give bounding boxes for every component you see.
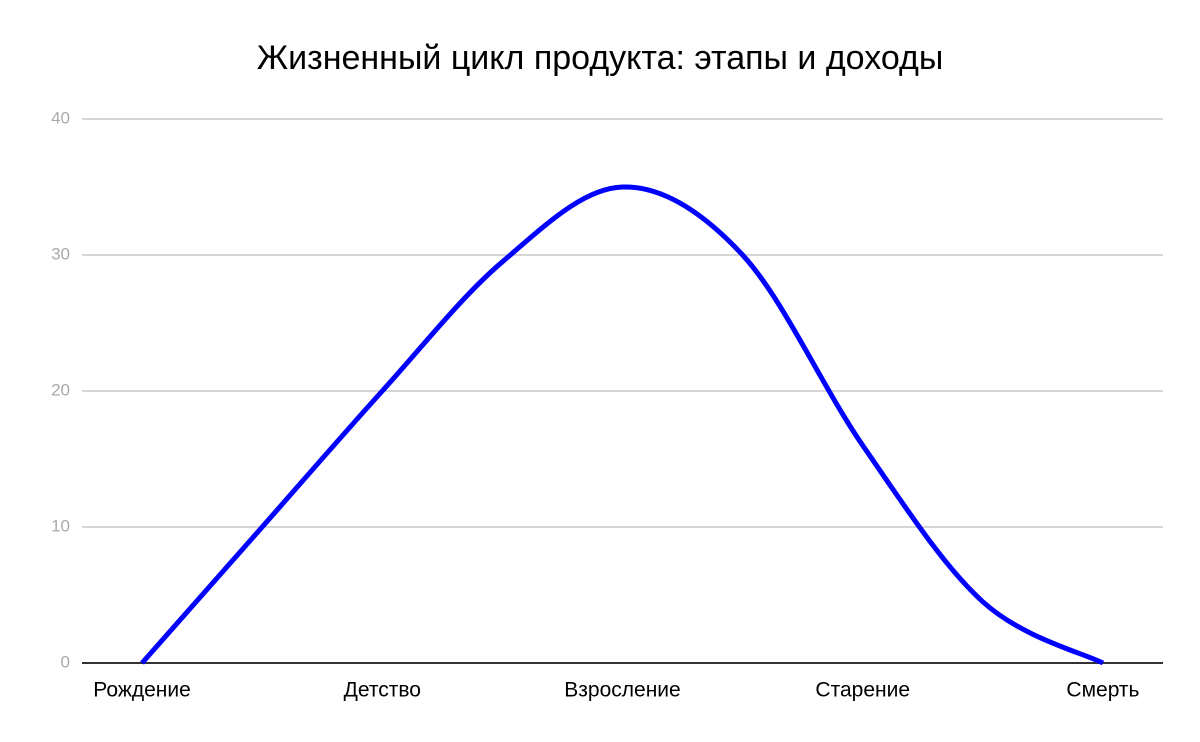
chart-title: Жизненный цикл продукта: этапы и доходы [257,39,944,77]
x-tick-label: Взросление [564,679,680,702]
y-tick-label: 0 [61,652,70,671]
line-series [140,184,1105,666]
x-tick-label: Детство [344,679,421,702]
y-tick-label: 20 [51,380,70,399]
y-tick-label: 10 [51,516,70,535]
x-tick-label: Старение [815,679,910,702]
y-tick-label: 40 [51,108,70,127]
y-tick-label: 30 [51,244,70,263]
x-tick-label: Смерть [1066,679,1139,702]
x-tick-label: Рождение [93,679,191,702]
